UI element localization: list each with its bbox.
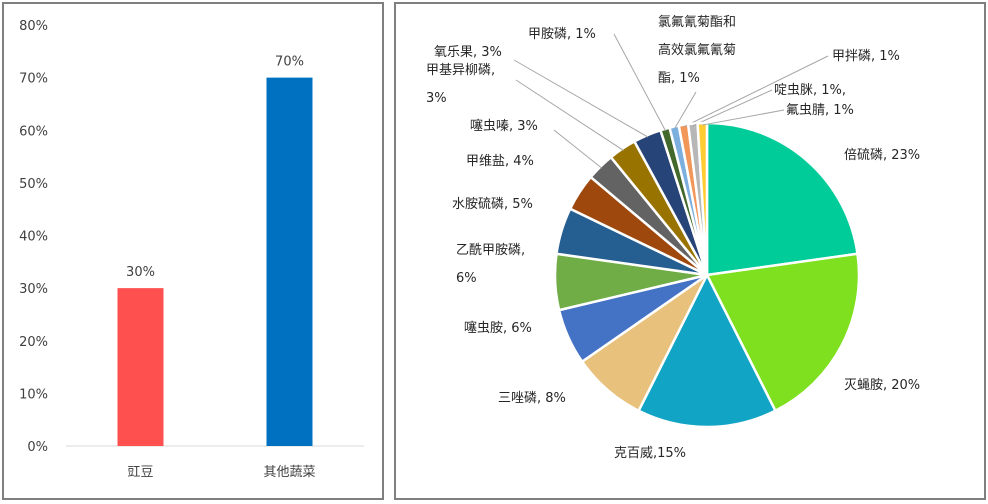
leader-line: [553, 129, 603, 169]
pie-slice-label: 甲基异柳磷, 3%: [426, 63, 495, 106]
x-category-label: 其他蔬菜: [263, 465, 315, 480]
y-tick-label: 30%: [19, 282, 48, 297]
pie-slice: [705, 252, 861, 413]
leader-line: [683, 55, 829, 128]
pie-slice-label: 水胺硫磷, 5%: [452, 197, 533, 212]
y-tick-label: 60%: [19, 124, 48, 139]
pie-slice-label: 甲拌磷, 1%: [832, 49, 900, 64]
bar-chart: 0% 10% 20% 30% 40% 50% 60% 70% 80% 30% 豇豆 70% 其他蔬菜: [19, 19, 364, 480]
bar-value-label: 70%: [275, 55, 304, 70]
pie-slice: [705, 121, 859, 277]
pie-slice-label: 克百威,15%: [614, 446, 686, 461]
pie-slice-label: 氧乐果, 3%: [434, 45, 502, 60]
pie-chart-panel: 倍硫磷, 23% 灭蝇胺, 20% 克百威,15% 三唑磷, 8% 噻虫胺, 6% 乙酰甲…: [394, 2, 986, 500]
bar: [117, 288, 164, 446]
pie-slice-label: 噻虫嗪, 3%: [470, 118, 538, 134]
bar-value-label: 30%: [126, 265, 155, 280]
pie-slice-label: 甲维盐, 4%: [466, 154, 534, 169]
pie-chart: 倍硫磷, 23% 灭蝇胺, 20% 克百威,15% 三唑磷, 8% 噻虫胺, 6% 乙酰甲…: [426, 14, 920, 461]
leader-line: [613, 33, 666, 132]
leader-line: [692, 89, 773, 127]
y-tick-label: 10%: [19, 387, 48, 402]
pie-slice: [696, 121, 709, 276]
leader-line: [513, 59, 649, 138]
y-tick-label: 40%: [19, 230, 48, 245]
pie-slice-label: 啶虫脒, 1%,: [774, 83, 846, 98]
leader-line: [702, 109, 785, 126]
pie-slice-label: 倍硫磷, 23%: [844, 148, 920, 163]
pie-slice-label: 氟虫腈, 1%: [786, 103, 854, 118]
pie-slice-label: 灭蝇胺, 20%: [844, 378, 920, 393]
pie-slice-label: 三唑磷, 8%: [498, 390, 566, 406]
leader-line: [515, 79, 624, 151]
bar: [266, 77, 313, 446]
y-tick-label: 80%: [19, 19, 48, 34]
leader-line: [674, 91, 697, 129]
pie-slice-label: 甲胺磷, 1%: [528, 27, 596, 42]
pie-slice-label: 噻虫胺, 6%: [464, 320, 532, 336]
y-tick-label: 70%: [19, 72, 48, 87]
pie-slice: [636, 272, 778, 429]
bar-chart-panel: 0% 10% 20% 30% 40% 50% 60% 70% 80% 30% 豇豆 70% 其他蔬菜: [2, 2, 384, 500]
y-tick-label: 50%: [19, 177, 48, 192]
pie-slice-label: 乙酰甲胺磷, 6%: [456, 243, 525, 286]
y-tick-label: 20%: [19, 335, 48, 350]
y-tick-label: 0%: [27, 440, 48, 455]
x-category-label: 豇豆: [127, 465, 153, 480]
pie-slice-label: 氯氟氰菊酯和高效氯氟氰菊酯, 1%: [658, 14, 736, 86]
